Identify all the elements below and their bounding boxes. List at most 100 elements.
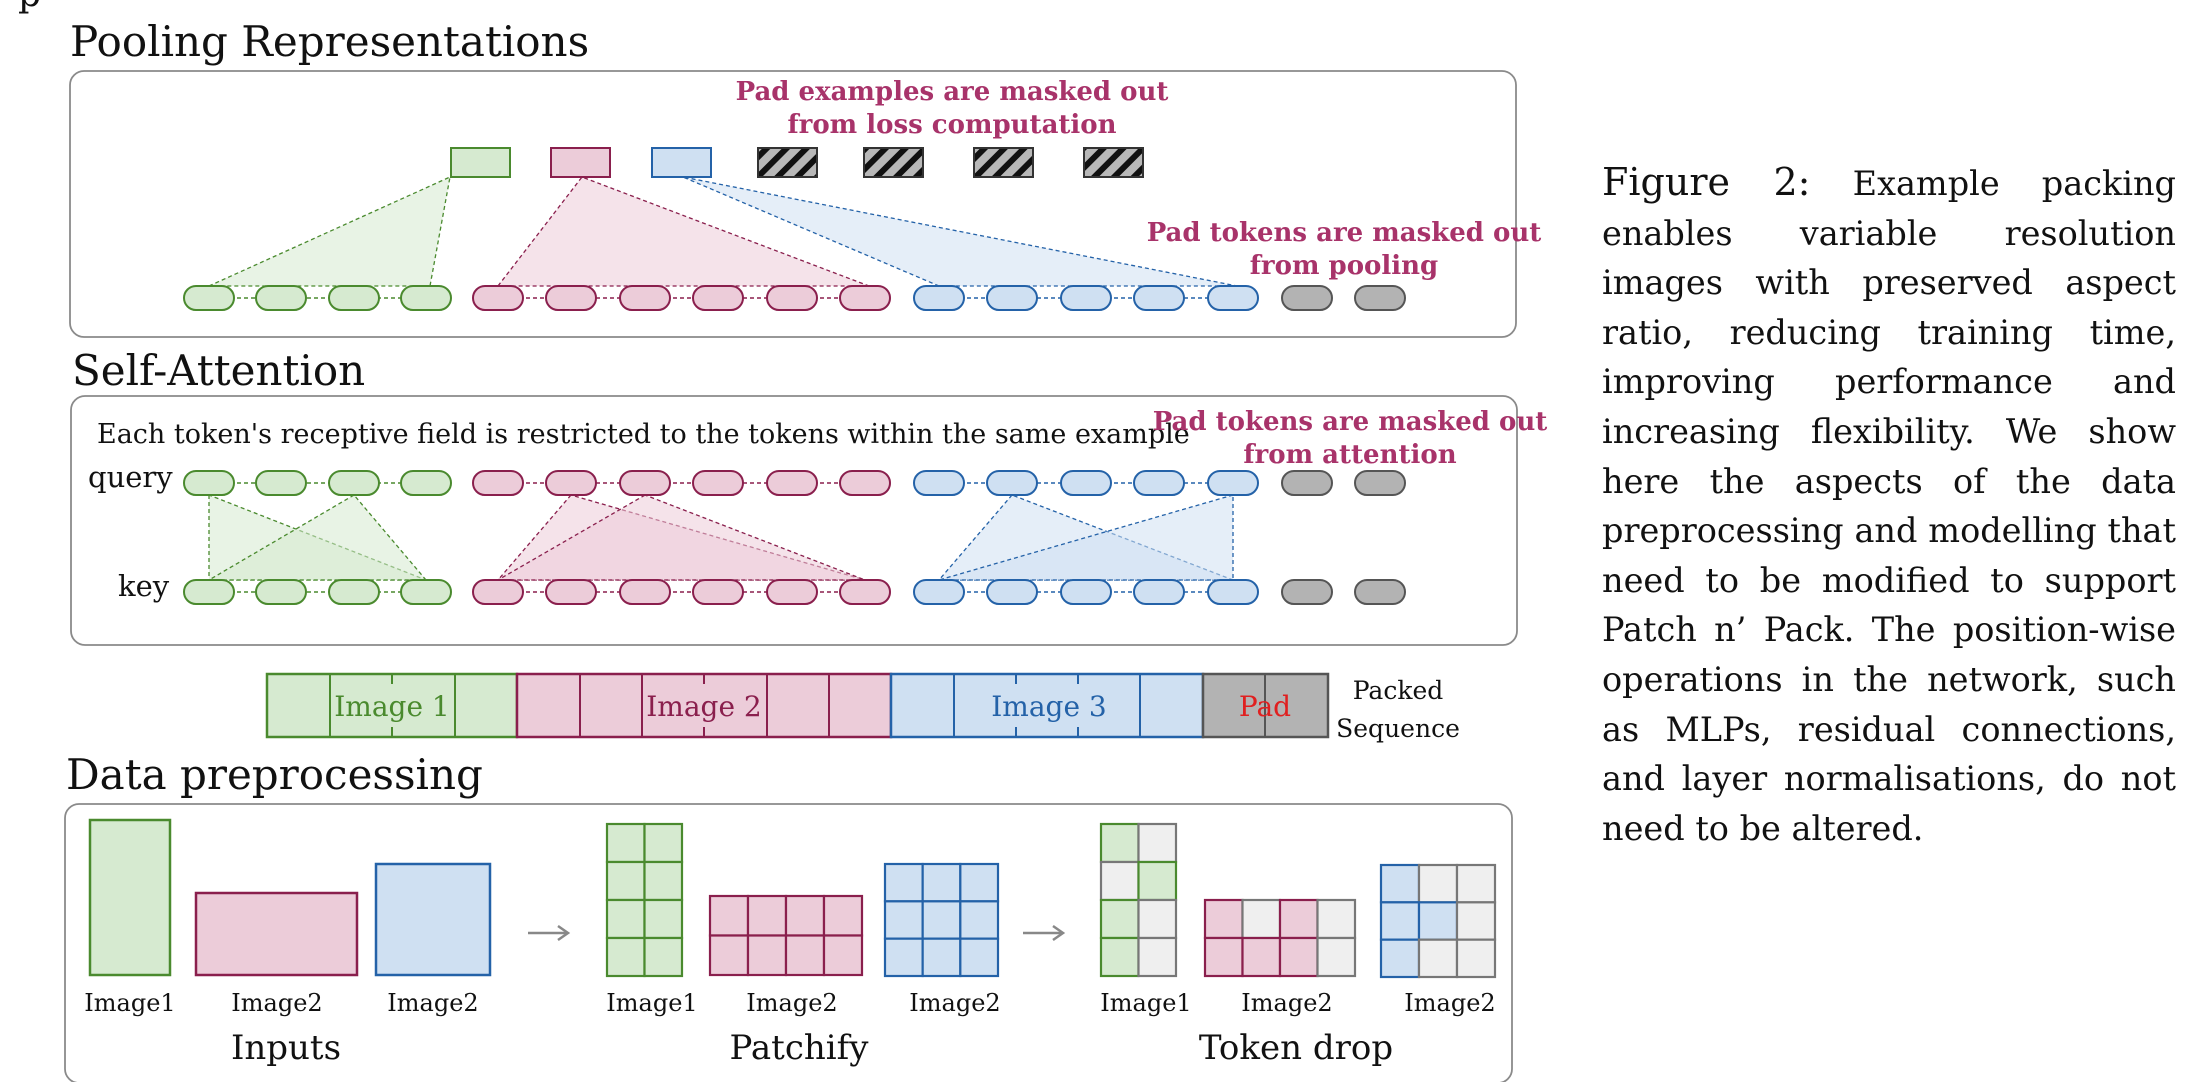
key-token bbox=[1133, 579, 1185, 605]
query-token bbox=[1207, 470, 1259, 496]
pooling-note-pad-2: from pooling bbox=[1250, 251, 1439, 281]
pooling-fan-green bbox=[208, 175, 451, 287]
packed-label-image-2: Image 2 bbox=[646, 690, 762, 723]
token-dropped-image bbox=[1455, 863, 1497, 904]
patchified-image bbox=[959, 937, 1000, 978]
key-token bbox=[328, 579, 380, 605]
pooling-token bbox=[913, 285, 965, 311]
pooling-token bbox=[619, 285, 671, 311]
patchified-image bbox=[643, 898, 684, 940]
patchified-image bbox=[605, 898, 646, 940]
patchified-image bbox=[643, 822, 684, 864]
stage-label-patchify: Patchify bbox=[730, 1028, 870, 1068]
query-token bbox=[1133, 470, 1185, 496]
image-label-4: Image1 bbox=[606, 989, 697, 1017]
pooling-token bbox=[766, 285, 818, 311]
masked-pad-example bbox=[973, 147, 1034, 178]
token-dropped-image bbox=[1099, 860, 1140, 902]
query-token bbox=[472, 470, 524, 496]
image-label-5: Image2 bbox=[746, 989, 837, 1017]
token-dropped-image bbox=[1099, 822, 1140, 864]
token-dropped-image bbox=[1379, 938, 1421, 979]
query-token bbox=[255, 470, 307, 496]
key-token bbox=[1060, 579, 1112, 605]
token-dropped-image bbox=[1278, 936, 1319, 978]
attention-panel bbox=[70, 395, 1518, 646]
patchified-image bbox=[605, 860, 646, 902]
token-dropped-image bbox=[1379, 901, 1421, 941]
query-token bbox=[766, 470, 818, 496]
key-token bbox=[472, 579, 524, 605]
key-token bbox=[1207, 579, 1259, 605]
stage-label-token-drop: Token drop bbox=[1199, 1028, 1393, 1068]
patchified-image bbox=[822, 934, 864, 977]
patchified-image bbox=[883, 862, 924, 903]
token-dropped-image bbox=[1241, 898, 1282, 940]
image-label-8: Image2 bbox=[1241, 989, 1332, 1017]
input-image bbox=[194, 891, 359, 977]
pooling-token bbox=[183, 285, 235, 311]
token-dropped-image bbox=[1241, 936, 1282, 978]
masked-pad-example bbox=[863, 147, 924, 178]
pooling-token bbox=[1060, 285, 1112, 311]
arrow-icon bbox=[1052, 924, 1066, 942]
patchified-image bbox=[883, 937, 924, 978]
key-token bbox=[766, 579, 818, 605]
token-dropped-image bbox=[1137, 936, 1178, 978]
token-dropped-image bbox=[1417, 901, 1459, 941]
patchified-image bbox=[959, 900, 1000, 940]
pooling-token bbox=[1133, 285, 1185, 311]
attention-fan-blue bbox=[938, 494, 1234, 581]
patchified-image bbox=[605, 936, 646, 978]
pooling-note-pad-1: Pad tokens are masked out bbox=[1147, 218, 1542, 248]
key-token bbox=[913, 579, 965, 605]
input-image bbox=[374, 862, 492, 977]
query-token bbox=[1281, 470, 1333, 496]
key-label: key bbox=[118, 569, 170, 603]
input-image bbox=[88, 818, 172, 977]
pooling-fan-pink bbox=[496, 176, 870, 287]
token-dropped-image bbox=[1455, 901, 1497, 941]
token-dropped-image bbox=[1379, 863, 1421, 904]
preprocessing-title: Data preprocessing bbox=[66, 750, 483, 799]
patchified-image bbox=[822, 894, 864, 937]
token-dropped-image bbox=[1137, 860, 1178, 902]
pooled-representation bbox=[550, 147, 611, 178]
caption-text: Example packing enables variable resolut… bbox=[1602, 164, 2176, 848]
patchified-image bbox=[746, 894, 788, 937]
pooling-layer bbox=[183, 147, 1406, 311]
packed-sequence bbox=[265, 672, 1330, 739]
pooled-representation bbox=[450, 147, 511, 178]
arrow-icon bbox=[557, 924, 571, 942]
image-label-7: Image1 bbox=[1100, 989, 1191, 1017]
pooling-panel bbox=[69, 70, 1517, 338]
attention-layer bbox=[183, 470, 1406, 605]
token-dropped-image bbox=[1417, 863, 1459, 904]
pooling-token bbox=[692, 285, 744, 311]
patchified-image bbox=[784, 934, 826, 977]
key-token bbox=[400, 579, 452, 605]
query-token bbox=[619, 470, 671, 496]
preprocessing-layer bbox=[88, 818, 1497, 979]
attention-note-pad-1: Pad tokens are masked out bbox=[1153, 407, 1548, 437]
attention-note-pad-2: from attention bbox=[1243, 440, 1456, 470]
attention-fan-pink bbox=[495, 494, 866, 581]
stray-char: p bbox=[18, 0, 41, 15]
key-token bbox=[545, 579, 597, 605]
pooling-token bbox=[472, 285, 524, 311]
pooling-note-loss-2: from loss computation bbox=[787, 110, 1116, 140]
packed-segment bbox=[889, 672, 1205, 739]
patchified-image bbox=[605, 822, 646, 864]
key-token bbox=[692, 579, 744, 605]
query-token bbox=[692, 470, 744, 496]
pooling-note-loss-1: Pad examples are masked out bbox=[736, 77, 1169, 107]
packed-label-image-1: Image 1 bbox=[334, 690, 450, 723]
query-token bbox=[1060, 470, 1112, 496]
preprocessing-panel bbox=[64, 803, 1513, 1082]
attention-fan-green bbox=[206, 494, 428, 581]
key-token bbox=[183, 579, 235, 605]
key-token bbox=[1281, 579, 1333, 605]
pooling-token bbox=[1354, 285, 1406, 311]
patchified-image bbox=[746, 934, 788, 977]
token-dropped-image bbox=[1316, 936, 1357, 978]
